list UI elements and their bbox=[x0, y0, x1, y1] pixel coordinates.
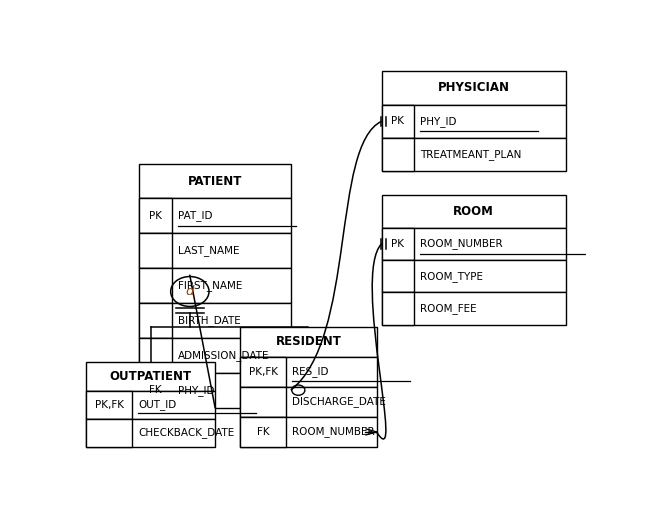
FancyBboxPatch shape bbox=[139, 164, 291, 198]
FancyBboxPatch shape bbox=[139, 198, 291, 234]
FancyBboxPatch shape bbox=[381, 292, 414, 325]
FancyBboxPatch shape bbox=[87, 419, 215, 447]
FancyBboxPatch shape bbox=[139, 338, 172, 373]
FancyBboxPatch shape bbox=[240, 327, 376, 357]
FancyBboxPatch shape bbox=[139, 338, 291, 373]
Text: FK: FK bbox=[150, 385, 162, 395]
FancyBboxPatch shape bbox=[240, 417, 376, 447]
Text: PK,FK: PK,FK bbox=[249, 367, 277, 377]
FancyBboxPatch shape bbox=[240, 387, 286, 417]
Text: DISCHARGE_DATE: DISCHARGE_DATE bbox=[292, 397, 385, 407]
Text: ROOM: ROOM bbox=[453, 205, 494, 218]
Text: ROOM_TYPE: ROOM_TYPE bbox=[421, 271, 484, 282]
FancyBboxPatch shape bbox=[381, 105, 566, 138]
FancyBboxPatch shape bbox=[139, 268, 172, 303]
FancyBboxPatch shape bbox=[240, 357, 376, 387]
Text: ROOM_FEE: ROOM_FEE bbox=[421, 303, 477, 314]
Text: PK: PK bbox=[391, 239, 404, 249]
FancyBboxPatch shape bbox=[381, 227, 566, 260]
FancyBboxPatch shape bbox=[139, 198, 172, 234]
FancyBboxPatch shape bbox=[87, 390, 215, 419]
FancyBboxPatch shape bbox=[381, 195, 566, 227]
Text: RESIDENT: RESIDENT bbox=[275, 335, 341, 349]
FancyBboxPatch shape bbox=[139, 303, 172, 338]
Text: OUT_ID: OUT_ID bbox=[138, 399, 176, 410]
FancyBboxPatch shape bbox=[139, 303, 291, 338]
FancyBboxPatch shape bbox=[381, 227, 414, 260]
Text: PK,FK: PK,FK bbox=[94, 400, 124, 410]
FancyBboxPatch shape bbox=[139, 373, 172, 408]
Text: ADMISSION_DATE: ADMISSION_DATE bbox=[178, 350, 270, 361]
Text: FK: FK bbox=[256, 427, 270, 437]
Text: PHY_ID: PHY_ID bbox=[178, 385, 215, 396]
Text: PK: PK bbox=[149, 211, 162, 221]
FancyBboxPatch shape bbox=[381, 138, 414, 172]
FancyBboxPatch shape bbox=[240, 357, 286, 387]
Text: d: d bbox=[186, 285, 194, 298]
Text: OUTPATIENT: OUTPATIENT bbox=[109, 370, 192, 383]
Text: PATIENT: PATIENT bbox=[188, 175, 242, 188]
FancyBboxPatch shape bbox=[87, 419, 132, 447]
Text: RES_ID: RES_ID bbox=[292, 366, 328, 377]
Text: BIRTH_DATE: BIRTH_DATE bbox=[178, 315, 241, 326]
FancyBboxPatch shape bbox=[87, 362, 215, 390]
FancyBboxPatch shape bbox=[381, 260, 566, 292]
Text: ROOM_NUMBER: ROOM_NUMBER bbox=[292, 427, 374, 437]
FancyBboxPatch shape bbox=[381, 71, 566, 105]
FancyBboxPatch shape bbox=[139, 268, 291, 303]
Text: FIRST_NAME: FIRST_NAME bbox=[178, 280, 243, 291]
FancyBboxPatch shape bbox=[139, 234, 291, 268]
FancyBboxPatch shape bbox=[139, 234, 172, 268]
FancyBboxPatch shape bbox=[240, 387, 376, 417]
Text: PAT_ID: PAT_ID bbox=[178, 211, 213, 221]
FancyBboxPatch shape bbox=[381, 138, 566, 172]
FancyBboxPatch shape bbox=[139, 373, 291, 408]
FancyBboxPatch shape bbox=[381, 292, 566, 325]
Text: ROOM_NUMBER: ROOM_NUMBER bbox=[421, 238, 503, 249]
FancyBboxPatch shape bbox=[381, 260, 414, 292]
Text: PHY_ID: PHY_ID bbox=[421, 116, 457, 127]
Text: TREATMEANT_PLAN: TREATMEANT_PLAN bbox=[421, 149, 522, 160]
FancyBboxPatch shape bbox=[240, 417, 286, 447]
Text: PK: PK bbox=[391, 117, 404, 126]
FancyBboxPatch shape bbox=[87, 390, 132, 419]
Text: CHECKBACK_DATE: CHECKBACK_DATE bbox=[138, 427, 234, 438]
Text: LAST_NAME: LAST_NAME bbox=[178, 245, 240, 256]
Text: PHYSICIAN: PHYSICIAN bbox=[437, 81, 510, 95]
FancyBboxPatch shape bbox=[381, 105, 414, 138]
